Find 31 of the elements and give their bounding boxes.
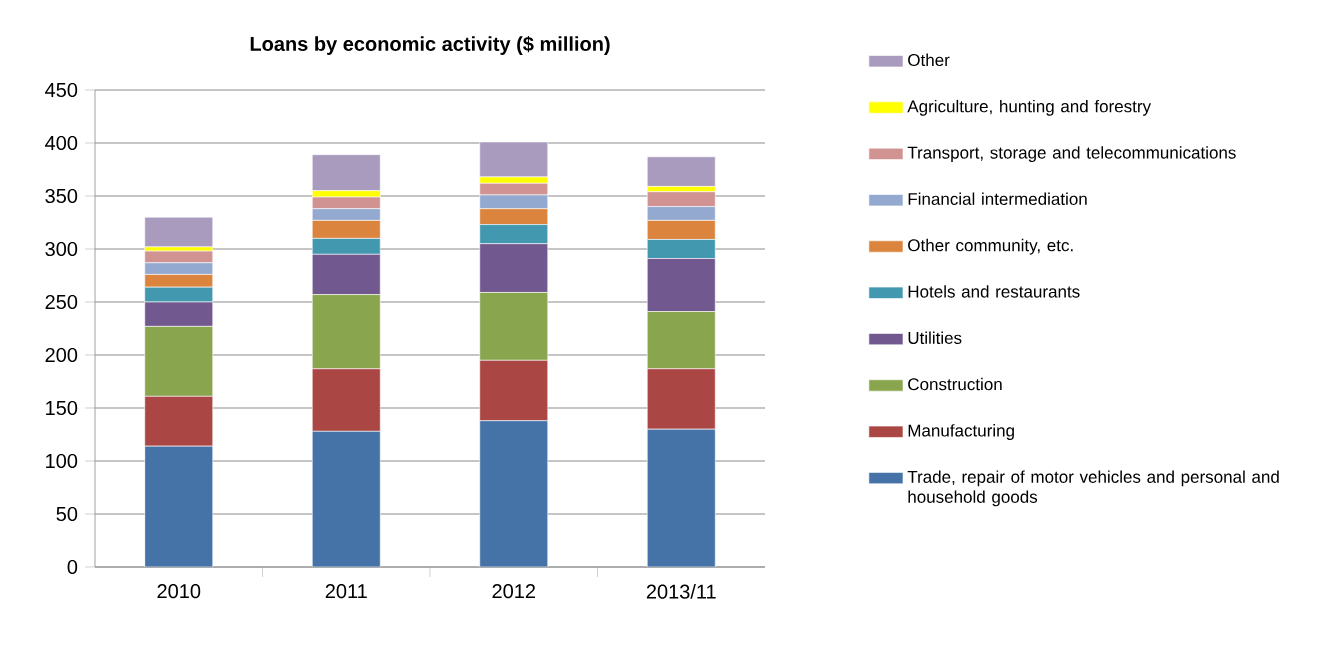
legend-label: Financial intermediation	[908, 192, 1087, 205]
chart-title: Loans by economic activity ($ million)	[250, 35, 610, 55]
y-tick-label: 300	[45, 241, 78, 257]
legend-label: Other community, etc.	[908, 238, 1073, 255]
legend-label: Trade, repair of motor vehicles and personal and household goods	[907, 470, 1279, 507]
legend-label: Utilities	[908, 331, 962, 344]
bar	[646, 156, 716, 187]
x-tick-label: 2011	[325, 584, 367, 599]
bar	[479, 420, 549, 567]
bar	[311, 431, 381, 567]
y-tick-label: 0	[67, 559, 78, 575]
y-tick-label: 400	[45, 135, 78, 151]
y-tick-label: 450	[45, 82, 78, 98]
legend-label: Hotels and restaurants	[908, 285, 1080, 298]
y-tick-label: 350	[45, 188, 78, 204]
y-tick-label: 150	[46, 400, 78, 416]
bar	[646, 428, 716, 567]
bar	[144, 445, 214, 567]
x-tick-label: 2010	[157, 584, 201, 599]
y-tick-label: 200	[45, 347, 78, 363]
legend-label: Agriculture, hunting and forestry	[907, 99, 1152, 116]
legend-label: Transport, storage and telecommunications	[907, 146, 1236, 163]
y-tick-label: 50	[56, 506, 78, 522]
y-tick-label: 100	[46, 453, 78, 469]
legend-label: Manufacturing	[908, 424, 1014, 440]
x-tick-label: 2013/11	[646, 584, 716, 599]
legend-label: Other	[908, 53, 950, 67]
y-tick-label: 250	[45, 294, 78, 310]
bar	[144, 216, 214, 248]
x-tick-label: 2012	[492, 584, 535, 599]
legend-label: Construction	[908, 377, 1002, 391]
